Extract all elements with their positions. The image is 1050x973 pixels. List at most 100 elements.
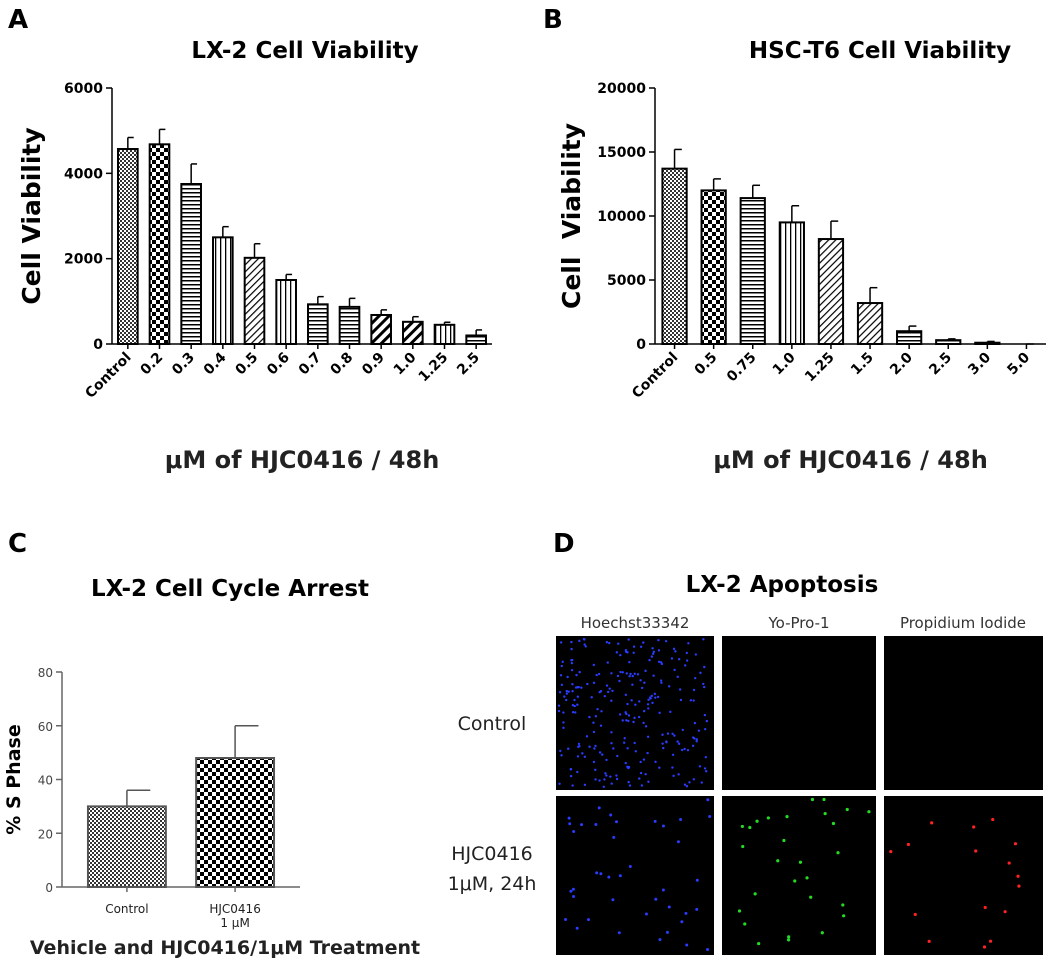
- cell-dot: [597, 806, 601, 810]
- bar: [896, 330, 923, 346]
- row-label: HJC0416 1μM, 24h: [448, 843, 537, 895]
- cell-dot: [743, 922, 747, 926]
- cell-dot: [561, 660, 564, 664]
- cell-dot: [657, 638, 660, 642]
- cell-dot: [753, 892, 757, 896]
- cell-dot: [624, 693, 628, 697]
- cell-dot: [685, 651, 689, 655]
- cell-dot: [1013, 842, 1018, 846]
- cell-dot: [638, 777, 641, 780]
- cell-dot: [642, 758, 646, 761]
- cell-dot: [617, 642, 620, 645]
- cell-dot: [677, 773, 680, 776]
- cell-dot: [588, 715, 591, 719]
- cell-dot: [1017, 884, 1021, 888]
- cell-dot: [702, 685, 706, 689]
- x-tick-label: 0.5: [692, 350, 721, 379]
- cell-dot: [648, 659, 651, 662]
- cell-dot: [679, 698, 683, 702]
- cell-dot: [607, 875, 611, 879]
- cell-dot: [766, 816, 770, 820]
- bar: [974, 341, 1001, 346]
- cell-dot: [660, 662, 664, 666]
- column-header: Yo-Pro-1: [767, 614, 829, 632]
- cell-dot: [595, 673, 598, 677]
- cell-dot: [570, 647, 573, 651]
- x-tick-label: 0.2: [137, 350, 166, 379]
- cell-dot: [562, 711, 565, 714]
- cell-dot: [610, 782, 613, 785]
- bar: [338, 305, 361, 346]
- cell-dot: [786, 938, 791, 942]
- x-tick-label: Control: [629, 350, 681, 402]
- cell-dot: [823, 811, 827, 816]
- cell-dot: [776, 859, 780, 863]
- cell-dot: [592, 730, 596, 734]
- cell-dot: [602, 785, 605, 788]
- cell-dot: [646, 703, 650, 706]
- micrograph: [884, 796, 1043, 955]
- cell-dot: [757, 941, 761, 946]
- x-tick-label: 3.0: [965, 349, 994, 378]
- cell-dot: [628, 864, 632, 868]
- cell-dot: [667, 905, 671, 909]
- cell-dot: [612, 747, 615, 750]
- y-tick-label: 20000: [597, 81, 646, 97]
- cell-dot: [580, 686, 583, 689]
- cell-dot: [646, 751, 649, 755]
- chart-title: HSC-T6 Cell Viability: [749, 38, 1011, 64]
- cell-dot: [669, 710, 672, 714]
- cell-dot: [638, 700, 641, 703]
- bar: [117, 148, 139, 345]
- cell-dot: [629, 672, 632, 676]
- cell-dot: [571, 887, 575, 891]
- cell-dot: [650, 655, 654, 658]
- cell-dot: [695, 878, 699, 882]
- cell-dot: [679, 818, 683, 822]
- cell-dot: [565, 692, 569, 695]
- cell-dot: [651, 652, 655, 655]
- x-tick-label: 0.3: [169, 350, 198, 379]
- cell-dot: [615, 651, 618, 654]
- cell-dot: [643, 681, 646, 684]
- x-tick-label: 1.25: [802, 350, 838, 386]
- x-tick-label: 2.0: [887, 349, 916, 378]
- cell-dot: [681, 728, 684, 732]
- cell-dot: [605, 640, 609, 644]
- micrograph: [884, 636, 1043, 790]
- y-tick-label: 0: [93, 337, 103, 353]
- cell-dot: [570, 640, 573, 644]
- cell-dot: [644, 912, 648, 916]
- y-tick-label: 15000: [597, 145, 646, 161]
- cell-dot: [574, 711, 577, 714]
- x-tick-label: 0.9: [359, 350, 388, 379]
- cell-dot: [616, 674, 620, 678]
- cell-dot: [691, 744, 695, 748]
- cell-dot: [588, 745, 591, 748]
- cell-dot: [640, 784, 644, 787]
- cell-dot: [648, 696, 652, 699]
- cell-dot: [633, 741, 636, 745]
- cell-dot: [560, 664, 563, 668]
- cell-dot: [627, 638, 630, 641]
- cell-dot: [677, 658, 681, 661]
- cell-dot: [677, 742, 681, 745]
- cell-dot: [694, 653, 698, 656]
- cell-dot: [559, 749, 562, 753]
- cell-dot: [644, 773, 647, 776]
- cell-dot: [687, 642, 690, 645]
- cell-dot: [867, 810, 871, 814]
- x-axis-label: Vehicle and HJC0416/1μM Treatment: [30, 937, 420, 959]
- cell-dot: [676, 675, 679, 679]
- x-tick-label: Control: [82, 350, 134, 402]
- cell-dot: [573, 698, 576, 702]
- cell-dot: [930, 821, 934, 825]
- cell-dot: [695, 907, 699, 911]
- cell-dot: [599, 872, 603, 876]
- bar: [402, 320, 424, 345]
- cell-dot: [594, 768, 597, 772]
- bar: [148, 143, 171, 345]
- bar: [370, 313, 392, 345]
- cell-dot: [626, 747, 629, 750]
